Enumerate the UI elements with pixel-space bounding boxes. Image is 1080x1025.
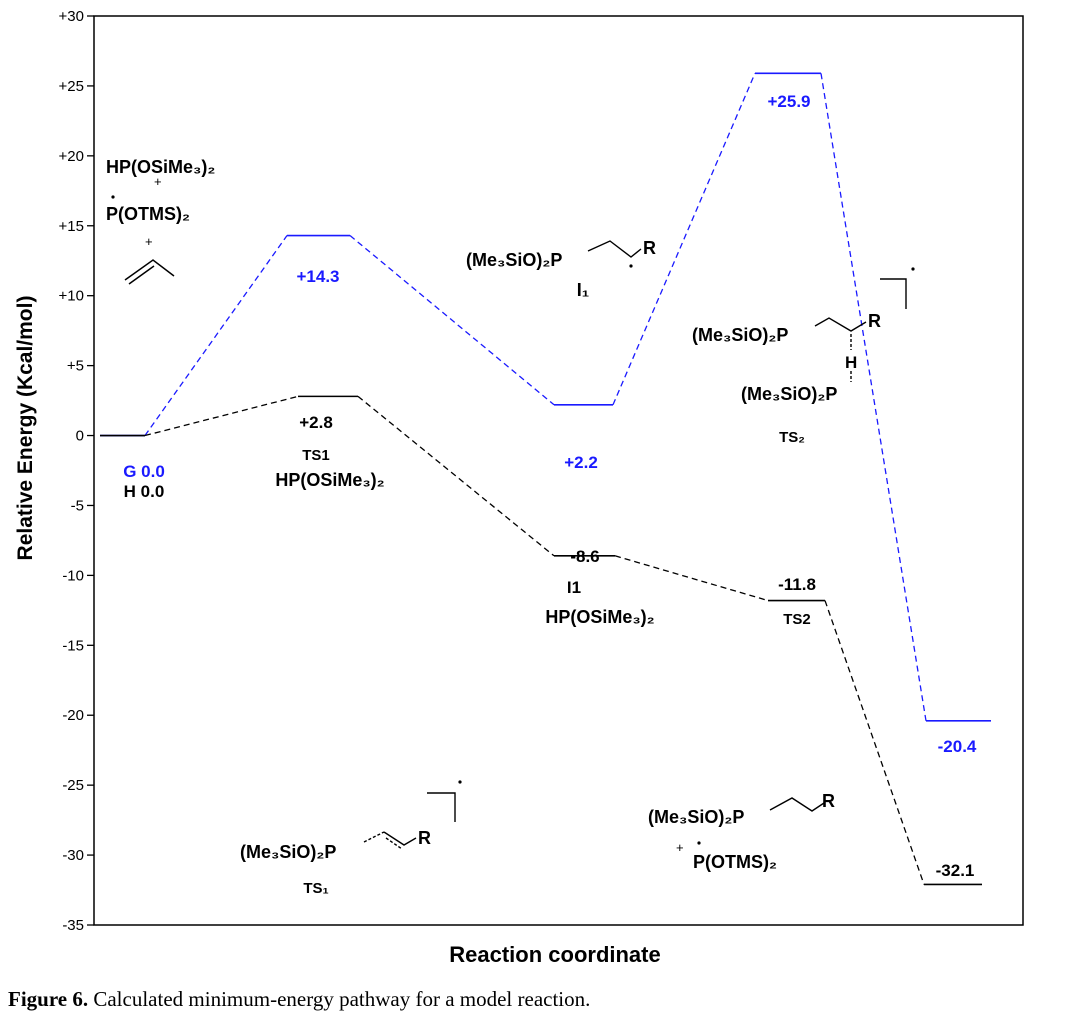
i1-chain [587, 240, 642, 258]
y-tick-label: -5 [71, 497, 84, 514]
energy-connector [144, 395, 299, 437]
i1-structure-formula: (Me₃SiO)₂P [466, 250, 562, 270]
figure-caption: Figure 6. Calculated minimum-energy path… [8, 987, 1068, 1012]
h-start-label: H 0.0 [124, 482, 165, 501]
radical-dot [911, 267, 915, 271]
y-tick-label: +15 [59, 218, 84, 235]
i1-structure-label: I₁ [577, 280, 589, 300]
radical-dot [458, 780, 462, 784]
y-tick-label: +5 [67, 358, 84, 375]
ts2-structure-top: (Me₃SiO)₂P [692, 325, 788, 345]
y-tick-label: -25 [62, 777, 84, 794]
energy-connector [612, 73, 756, 406]
ts1-structure-label: TS₁ [303, 880, 328, 897]
prod-structure-formula: (Me₃SiO)₂P [648, 807, 744, 827]
y-tick-label: -20 [62, 707, 84, 724]
h-i1-species: HP(OSiMe₃)₂ [545, 607, 654, 627]
ts2-structure-h: H [845, 353, 857, 372]
h-ts2-label: -11.8 [778, 575, 816, 594]
y-axis-label: Relative Energy (Kcal/mol) [14, 296, 37, 561]
y-tick-label: +30 [59, 8, 84, 25]
i1-structure-r: R [643, 238, 656, 258]
y-tick-label: -30 [62, 847, 84, 864]
prod-chain [769, 797, 825, 812]
y-axis-ticks: +30 +25 +20 +15 +10 +5 0 -5 -10 -15 -20 -25 -30 -35 [59, 8, 94, 934]
h-prod-label: -32.1 [936, 861, 975, 880]
reactant-hp: HP(OSiMe₃)₂ [106, 157, 215, 177]
g-i1-label: +2.2 [564, 453, 598, 472]
ts2-structure: (Me₃SiO)₂P R H (Me₃SiO)₂P TS₂ [692, 267, 915, 446]
y-tick-label: -35 [62, 917, 84, 934]
ts1-structure-r: R [418, 828, 431, 848]
energy-paths [144, 73, 927, 885]
caption-label: Figure 6. [8, 987, 89, 1011]
energy-connector [144, 235, 288, 436]
y-tick-label: -15 [62, 637, 84, 654]
ts1-bracket [427, 792, 456, 822]
energy-connector [614, 555, 769, 602]
h-ts1-label: +2.8 [299, 413, 333, 432]
reactant-structures: HP(OSiMe₃)₂ + P(OTMS)₂ + [106, 157, 215, 285]
ts2-stage-label: TS2 [783, 611, 811, 628]
reactant-p: P(OTMS)₂ [106, 204, 190, 224]
reactant-plus-1: + [154, 174, 162, 189]
h-ts1-species: HP(OSiMe₃)₂ [275, 470, 384, 490]
radical-dot [111, 195, 115, 199]
stage-labels: TS1 HP(OSiMe₃)₂ I1 HP(OSiMe₃)₂ TS2 [275, 447, 810, 628]
radical-dot [697, 841, 701, 845]
ts2-structure-r: R [868, 311, 881, 331]
energy-connector [349, 235, 555, 406]
g-ts2-label: +25.9 [767, 92, 810, 111]
y-tick-label: +20 [59, 148, 84, 165]
energy-profile-chart: +30 +25 +20 +15 +10 +5 0 -5 -10 -15 -20 -25 -30 -35 R… [14, 8, 1024, 967]
g-ts1-label: +14.3 [296, 267, 339, 286]
ts1-structure: (Me₃SiO)₂P R TS₁ [240, 780, 462, 897]
prod-radical: P(OTMS)₂ [693, 852, 777, 872]
ts2-chain [814, 317, 867, 332]
y-tick-label: +25 [59, 78, 84, 95]
ts2-bracket [880, 278, 907, 309]
product-structure: (Me₃SiO)₂P R + P(OTMS)₂ [648, 791, 835, 872]
ts2-structure-bottom: (Me₃SiO)₂P [741, 384, 837, 404]
prod-structure-r: R [822, 791, 835, 811]
ts1-stage-label: TS1 [302, 447, 330, 464]
ts1-structure-formula: (Me₃SiO)₂P [240, 842, 336, 862]
energy-connector [824, 600, 925, 885]
caption-text: Calculated minimum-energy pathway for a … [88, 987, 591, 1011]
energy-connector [357, 395, 555, 557]
i1-structure: (Me₃SiO)₂P R I₁ [466, 238, 656, 300]
g-start-label: G 0.0 [123, 462, 165, 481]
ts1-chain [363, 831, 417, 850]
radical-dot [629, 264, 633, 268]
energy-levels [100, 72, 991, 886]
h-i1-label: -8.6 [570, 547, 599, 566]
x-axis-label: Reaction coordinate [449, 942, 660, 967]
propene-structure [124, 259, 175, 285]
plot-frame [93, 15, 1024, 926]
y-tick-label: +10 [59, 288, 84, 305]
g-prod-label: -20.4 [938, 737, 977, 756]
reactant-plus-2: + [145, 234, 153, 249]
y-tick-label: -10 [62, 567, 84, 584]
y-tick-label: 0 [76, 428, 84, 445]
prod-plus: + [676, 840, 684, 855]
ts2-structure-label: TS₂ [779, 429, 805, 446]
i1-stage-label: I1 [567, 578, 581, 597]
value-labels: G 0.0 H 0.0 +14.3 +2.2 +25.9 -20.4 +2.8 … [123, 92, 977, 880]
